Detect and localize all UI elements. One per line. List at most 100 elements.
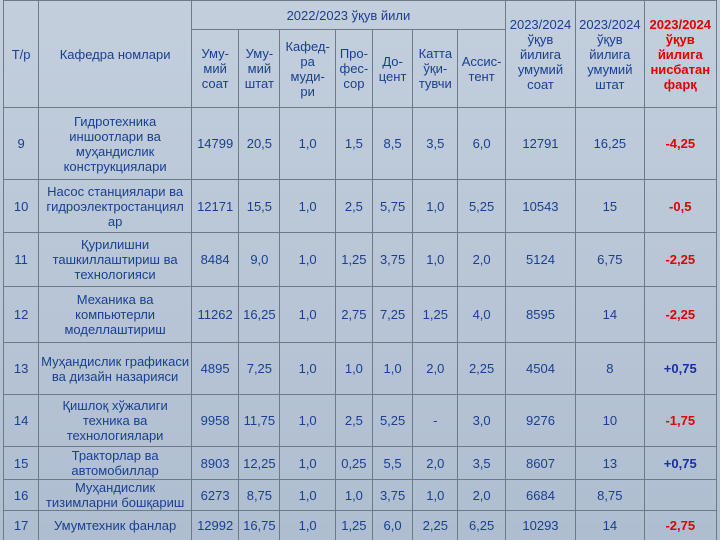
table-cell: 4895 bbox=[191, 342, 240, 395]
table-cell: 1,0 bbox=[279, 107, 336, 180]
table-cell: 15 bbox=[2, 446, 40, 480]
table-cell: 14799 bbox=[191, 107, 240, 180]
header-cell: До- цент bbox=[371, 29, 414, 108]
table-cell: 12 bbox=[2, 286, 40, 343]
table-cell: 6,75 bbox=[575, 232, 645, 287]
table-cell: 2,25 bbox=[457, 342, 506, 395]
header-cell: Про- фес- сор bbox=[334, 29, 373, 108]
department-name: Гидротехника иншоотлари ва муҳандислик к… bbox=[38, 107, 193, 180]
table-cell: 3,75 bbox=[371, 479, 414, 511]
table-row: 10 Насос станциялари ва гидроэлектростанц… bbox=[2, 179, 718, 233]
table-cell: 5,75 bbox=[371, 179, 414, 233]
department-name: Муҳандислик тизимларни бошқариш bbox=[38, 479, 193, 511]
table-cell: 4504 bbox=[504, 342, 577, 395]
table-cell: 13 bbox=[575, 446, 645, 480]
table-cell: 8607 bbox=[504, 446, 577, 480]
table-cell: -2,25 bbox=[643, 286, 718, 343]
table-cell: 1,0 bbox=[279, 446, 336, 480]
table-cell: 5124 bbox=[504, 232, 577, 287]
table-cell: 8484 bbox=[191, 232, 240, 287]
table-cell: 5,25 bbox=[457, 179, 506, 233]
header-cell: 2022/2023 ўқув йили bbox=[191, 0, 506, 30]
department-name: Тракторлар ва автомобиллар bbox=[38, 446, 193, 480]
table-cell: 10293 bbox=[504, 510, 577, 540]
table-cell: 1,25 bbox=[334, 510, 373, 540]
table-cell: 9 bbox=[2, 107, 40, 180]
header-cell: 2023/2024 ўқув йилига умумий соат bbox=[504, 0, 577, 108]
table-cell: 1,0 bbox=[279, 232, 336, 287]
table-cell: 1,0 bbox=[412, 479, 459, 511]
table-cell: 16,25 bbox=[575, 107, 645, 180]
table-cell: 12,25 bbox=[238, 446, 281, 480]
table-row: 9 Гидротехника иншоотлари ва муҳандислик … bbox=[2, 107, 718, 180]
table-cell: 10543 bbox=[504, 179, 577, 233]
table-cell: 8,75 bbox=[575, 479, 645, 511]
table-cell: 8903 bbox=[191, 446, 240, 480]
table-cell: 9958 bbox=[191, 394, 240, 447]
table-cell: 13 bbox=[2, 342, 40, 395]
table-row: 12 Механика ва компьютерли моделлаштириш 1… bbox=[2, 286, 718, 343]
header-cell: Кафедра номлари bbox=[38, 0, 193, 108]
table-cell: 11 bbox=[2, 232, 40, 287]
table-cell: 16 bbox=[2, 479, 40, 511]
department-name: Механика ва компьютерли моделлаштириш bbox=[38, 286, 193, 343]
table-cell: 2,0 bbox=[457, 479, 506, 511]
table-cell: 6,25 bbox=[457, 510, 506, 540]
table-cell: 1,0 bbox=[371, 342, 414, 395]
table-cell: 2,25 bbox=[412, 510, 459, 540]
table-cell: 0,25 bbox=[334, 446, 373, 480]
header-cell: Уму- мий соат bbox=[191, 29, 240, 108]
table-row: 11 Қурилишни ташкиллаштириш ва технология… bbox=[2, 232, 718, 287]
department-name: Насос станциялари ва гидроэлектростанция… bbox=[38, 179, 193, 233]
table-row: 17 Умумтехник фанлар 12992 16,75 1,0 1,25 6,0 2… bbox=[2, 510, 718, 540]
table-cell: 1,0 bbox=[279, 479, 336, 511]
table-cell: - bbox=[412, 394, 459, 447]
table-cell: 2,0 bbox=[412, 446, 459, 480]
table-cell: 6,0 bbox=[457, 107, 506, 180]
table-row: 13 Муҳандислик графикаси ва дизайн назари… bbox=[2, 342, 718, 395]
table-cell: 8,5 bbox=[371, 107, 414, 180]
table-cell: 3,5 bbox=[457, 446, 506, 480]
table-cell: 1,0 bbox=[334, 342, 373, 395]
table-cell: 2,75 bbox=[334, 286, 373, 343]
table-cell: 1,0 bbox=[279, 342, 336, 395]
table-cell: 6684 bbox=[504, 479, 577, 511]
table-cell: 12992 bbox=[191, 510, 240, 540]
table-cell: 15,5 bbox=[238, 179, 281, 233]
table-cell: 9276 bbox=[504, 394, 577, 447]
table-cell: 2,5 bbox=[334, 394, 373, 447]
header-cell: Кафед- ра муди- ри bbox=[279, 29, 336, 108]
table-cell: 1,0 bbox=[412, 179, 459, 233]
table-cell: 6,0 bbox=[371, 510, 414, 540]
table-cell: 15 bbox=[575, 179, 645, 233]
department-name: Муҳандислик графикаси ва дизайн назарияс… bbox=[38, 342, 193, 395]
table-row: 16 Муҳандислик тизимларни бошқариш 6273 8,7… bbox=[2, 479, 718, 511]
table-cell bbox=[643, 479, 718, 511]
table-cell: 11,75 bbox=[238, 394, 281, 447]
table-cell: 1,25 bbox=[412, 286, 459, 343]
table-cell: 1,0 bbox=[279, 510, 336, 540]
table-cell: 9,0 bbox=[238, 232, 281, 287]
table-cell: -0,5 bbox=[643, 179, 718, 233]
table-row: 15 Тракторлар ва автомобиллар 8903 12,25 1,0… bbox=[2, 446, 718, 480]
table-cell: 14 bbox=[575, 286, 645, 343]
table-cell: -2,75 bbox=[643, 510, 718, 540]
table-cell: -2,25 bbox=[643, 232, 718, 287]
header-row: Уму- мий соат Уму- мий штат Кафед- ра муди… bbox=[4, 29, 717, 108]
table-cell: 11262 bbox=[191, 286, 240, 343]
table-cell: 8,75 bbox=[238, 479, 281, 511]
table-cell: 14 bbox=[2, 394, 40, 447]
table-cell: 20,5 bbox=[238, 107, 281, 180]
table-cell: 10 bbox=[2, 179, 40, 233]
table-cell: 3,0 bbox=[457, 394, 506, 447]
table-cell: 2,0 bbox=[412, 342, 459, 395]
table-cell: 1,0 bbox=[279, 179, 336, 233]
table-cell: 16,75 bbox=[238, 510, 281, 540]
table-cell: 3,75 bbox=[371, 232, 414, 287]
table-cell: 8 bbox=[575, 342, 645, 395]
table-cell: 6273 bbox=[191, 479, 240, 511]
table-cell: 12791 bbox=[504, 107, 577, 180]
table-cell: 2,0 bbox=[457, 232, 506, 287]
header-row: Т/р Кафедра номлари 2022/2023 ўқув йили … bbox=[2, 0, 718, 108]
